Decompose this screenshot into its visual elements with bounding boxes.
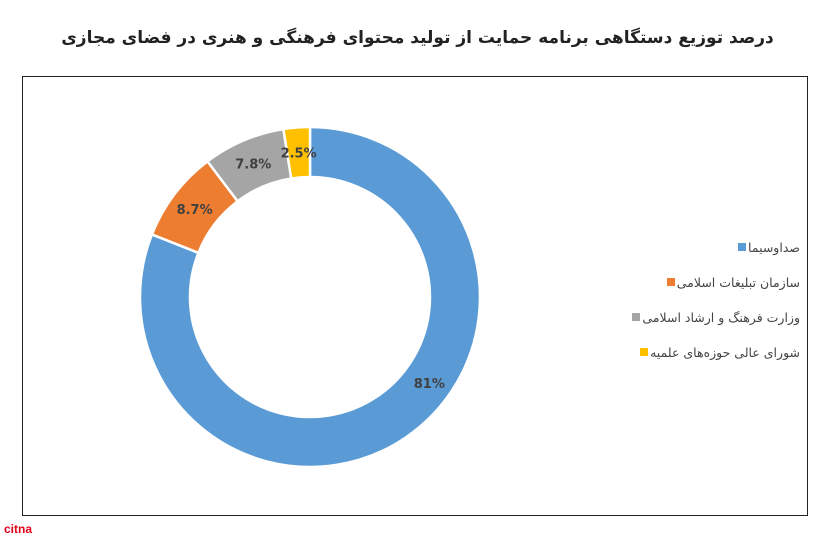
legend-swatch (666, 278, 675, 286)
legend-entry: سازمان تبلیغات اسلامی (600, 273, 800, 291)
chart-legend: صداوسیما سازمان تبلیغات اسلامی وزارت فرهنگ… (600, 238, 800, 378)
legend-label: شورای عالی حوزه‌های علمیه (650, 344, 800, 360)
legend-entry: صداوسیما (600, 238, 800, 256)
data-label: 7.8% (235, 158, 271, 173)
legend-swatch (640, 348, 649, 356)
data-label: 8.7% (177, 203, 213, 218)
data-label: 2.5% (281, 146, 317, 161)
legend-entry: وزارت فرهنگ و ارشاد اسلامی (600, 308, 800, 326)
pie-slice (138, 125, 482, 469)
chart-frame (22, 76, 808, 516)
data-label: 81% (414, 377, 445, 392)
legend-label: سازمان تبلیغات اسلامی (676, 274, 800, 290)
legend-swatch (738, 243, 747, 251)
pie-slice (281, 125, 312, 180)
legend-label: صداوسیما (748, 239, 800, 255)
legend-label: وزارت فرهنگ و ارشاد اسلامی (642, 309, 800, 325)
brand-logo: citna (4, 522, 33, 536)
legend-entry: شورای عالی حوزه‌های علمیه (600, 343, 800, 361)
chart-title: درصد توزیع دستگاهی برنامه حمایت از تولید… (61, 28, 774, 48)
legend-swatch (632, 313, 641, 321)
